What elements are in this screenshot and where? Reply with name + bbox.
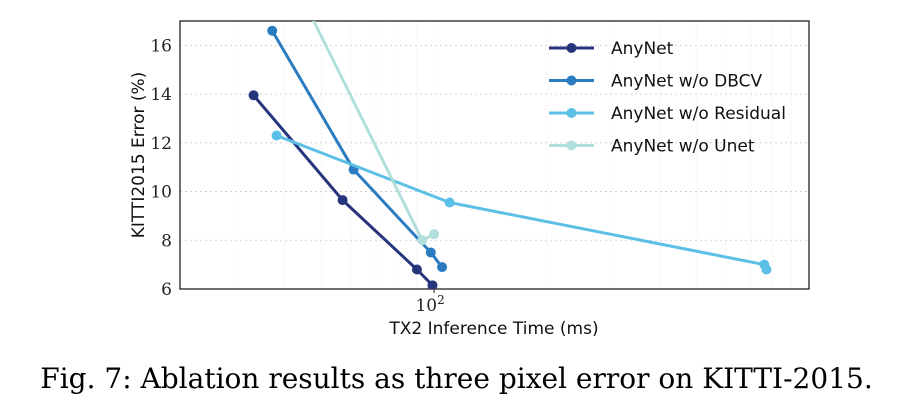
data-point <box>411 264 422 275</box>
series <box>303 4 440 246</box>
legend-marker <box>566 75 577 86</box>
y-tick-label: 12 <box>150 134 172 154</box>
legend-item: AnyNet w/o Residual <box>549 104 786 124</box>
data-point <box>337 195 348 206</box>
y-tick-label: 6 <box>161 280 172 300</box>
y-tick-label: 14 <box>150 85 172 105</box>
data-point <box>437 262 448 273</box>
series <box>248 90 438 289</box>
legend-label: AnyNet w/o Residual <box>611 104 786 124</box>
data-point <box>761 264 772 275</box>
legend-item: AnyNet <box>549 39 674 59</box>
legend-label: AnyNet <box>611 39 674 59</box>
data-point <box>303 4 313 14</box>
figure-caption: Fig. 7: Ablation results as three pixel … <box>40 362 873 395</box>
data-point <box>427 280 438 289</box>
data-point <box>444 197 455 208</box>
data-point <box>271 130 282 141</box>
y-tick-label: 10 <box>150 183 172 203</box>
series-line <box>252 94 434 287</box>
series-line <box>270 29 444 269</box>
y-axis-label: KITTI2015 Error (%) <box>129 72 149 239</box>
x-axis-label: TX2 Inference Time (ms) <box>388 319 598 339</box>
chart: 6 8 10 12 14 16 102 TX2 Inference Time (ms) KI… <box>129 4 810 339</box>
series <box>267 25 448 273</box>
plot-frame <box>179 20 810 290</box>
data-point <box>248 90 259 101</box>
series-lines <box>248 4 772 289</box>
legend-marker <box>566 140 577 151</box>
series <box>271 130 772 275</box>
y-tick-label: 8 <box>161 231 172 251</box>
tick-labels: 6 8 10 12 14 16 102 <box>150 36 444 316</box>
legend-label: AnyNet w/o Unet <box>611 137 755 157</box>
legend: AnyNet AnyNet w/o DBCV AnyNet w/o Residual… <box>549 39 786 157</box>
legend-item: AnyNet w/o Unet <box>549 137 755 157</box>
data-point <box>267 25 278 36</box>
x-tick-label: 102 <box>415 293 444 316</box>
legend-marker <box>566 108 577 118</box>
legend-item: AnyNet w/o DBCV <box>549 72 762 92</box>
data-point <box>429 229 440 240</box>
data-point <box>417 235 428 246</box>
data-point <box>425 247 436 258</box>
legend-label: AnyNet w/o DBCV <box>611 72 762 92</box>
y-tick-label: 16 <box>150 36 172 56</box>
legend-marker <box>566 43 577 53</box>
